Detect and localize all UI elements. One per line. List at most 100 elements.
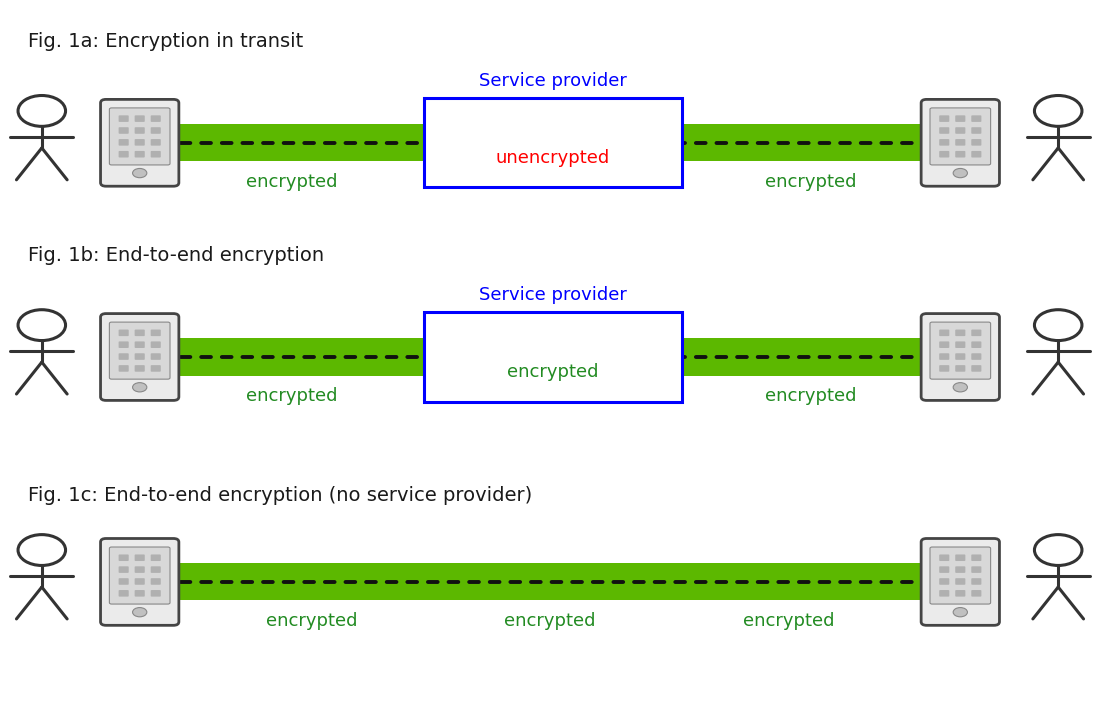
- FancyBboxPatch shape: [134, 151, 145, 158]
- FancyBboxPatch shape: [134, 139, 145, 146]
- FancyBboxPatch shape: [100, 99, 179, 186]
- FancyBboxPatch shape: [971, 151, 981, 158]
- FancyBboxPatch shape: [930, 547, 991, 604]
- FancyBboxPatch shape: [955, 330, 966, 336]
- FancyBboxPatch shape: [119, 116, 129, 122]
- FancyBboxPatch shape: [939, 353, 949, 360]
- FancyBboxPatch shape: [939, 365, 949, 372]
- Text: encrypted: encrypted: [766, 173, 857, 191]
- FancyBboxPatch shape: [119, 330, 129, 336]
- FancyBboxPatch shape: [119, 365, 129, 372]
- FancyBboxPatch shape: [955, 116, 966, 122]
- FancyBboxPatch shape: [971, 127, 981, 134]
- FancyBboxPatch shape: [151, 127, 161, 134]
- FancyBboxPatch shape: [134, 127, 145, 134]
- FancyBboxPatch shape: [955, 151, 966, 158]
- FancyBboxPatch shape: [119, 139, 129, 146]
- FancyBboxPatch shape: [955, 139, 966, 146]
- FancyBboxPatch shape: [134, 365, 145, 372]
- FancyBboxPatch shape: [151, 590, 161, 597]
- Circle shape: [954, 608, 967, 617]
- FancyBboxPatch shape: [119, 341, 129, 348]
- FancyBboxPatch shape: [151, 578, 161, 585]
- FancyBboxPatch shape: [921, 313, 1000, 401]
- FancyBboxPatch shape: [151, 330, 161, 336]
- FancyBboxPatch shape: [134, 555, 145, 561]
- Bar: [682, 124, 940, 161]
- Bar: [160, 338, 940, 376]
- Text: encrypted: encrypted: [742, 612, 835, 630]
- FancyBboxPatch shape: [921, 99, 1000, 186]
- Text: Service provider: Service provider: [478, 71, 627, 89]
- FancyBboxPatch shape: [119, 590, 129, 597]
- FancyBboxPatch shape: [930, 108, 991, 165]
- FancyBboxPatch shape: [971, 365, 981, 372]
- FancyBboxPatch shape: [955, 365, 966, 372]
- FancyBboxPatch shape: [955, 590, 966, 597]
- Text: Fig. 1b: End-to-end encryption: Fig. 1b: End-to-end encryption: [28, 246, 323, 266]
- FancyBboxPatch shape: [151, 116, 161, 122]
- FancyBboxPatch shape: [939, 116, 949, 122]
- FancyBboxPatch shape: [151, 555, 161, 561]
- FancyBboxPatch shape: [119, 151, 129, 158]
- FancyBboxPatch shape: [100, 313, 179, 401]
- FancyBboxPatch shape: [119, 578, 129, 585]
- FancyBboxPatch shape: [939, 341, 949, 348]
- Circle shape: [133, 608, 146, 617]
- FancyBboxPatch shape: [971, 353, 981, 360]
- Text: encrypted: encrypted: [766, 387, 857, 405]
- Bar: [160, 124, 424, 161]
- FancyBboxPatch shape: [119, 566, 129, 573]
- FancyBboxPatch shape: [971, 116, 981, 122]
- FancyBboxPatch shape: [955, 578, 966, 585]
- Bar: [160, 563, 940, 600]
- FancyBboxPatch shape: [955, 341, 966, 348]
- FancyBboxPatch shape: [939, 590, 949, 597]
- FancyBboxPatch shape: [100, 538, 179, 625]
- FancyBboxPatch shape: [930, 322, 991, 379]
- FancyBboxPatch shape: [939, 127, 949, 134]
- FancyBboxPatch shape: [151, 139, 161, 146]
- FancyBboxPatch shape: [119, 127, 129, 134]
- Text: encrypted: encrypted: [507, 363, 598, 381]
- FancyBboxPatch shape: [955, 555, 966, 561]
- FancyBboxPatch shape: [939, 151, 949, 158]
- Circle shape: [133, 169, 146, 178]
- Text: encrypted: encrypted: [504, 612, 596, 630]
- Bar: [424, 98, 682, 187]
- Circle shape: [954, 383, 967, 392]
- FancyBboxPatch shape: [971, 139, 981, 146]
- FancyBboxPatch shape: [921, 538, 1000, 625]
- FancyBboxPatch shape: [109, 547, 170, 604]
- Text: encrypted: encrypted: [245, 173, 338, 191]
- FancyBboxPatch shape: [939, 330, 949, 336]
- Bar: [424, 313, 682, 401]
- FancyBboxPatch shape: [971, 578, 981, 585]
- Text: Service provider: Service provider: [478, 286, 627, 304]
- FancyBboxPatch shape: [955, 566, 966, 573]
- FancyBboxPatch shape: [134, 341, 145, 348]
- FancyBboxPatch shape: [939, 139, 949, 146]
- FancyBboxPatch shape: [134, 578, 145, 585]
- Circle shape: [133, 383, 146, 392]
- FancyBboxPatch shape: [971, 341, 981, 348]
- Text: encrypted: encrypted: [245, 387, 338, 405]
- FancyBboxPatch shape: [955, 353, 966, 360]
- FancyBboxPatch shape: [134, 590, 145, 597]
- FancyBboxPatch shape: [151, 353, 161, 360]
- FancyBboxPatch shape: [151, 341, 161, 348]
- FancyBboxPatch shape: [971, 590, 981, 597]
- FancyBboxPatch shape: [134, 353, 145, 360]
- FancyBboxPatch shape: [939, 555, 949, 561]
- FancyBboxPatch shape: [134, 116, 145, 122]
- FancyBboxPatch shape: [134, 566, 145, 573]
- FancyBboxPatch shape: [971, 566, 981, 573]
- FancyBboxPatch shape: [134, 330, 145, 336]
- FancyBboxPatch shape: [971, 555, 981, 561]
- FancyBboxPatch shape: [151, 566, 161, 573]
- FancyBboxPatch shape: [955, 127, 966, 134]
- FancyBboxPatch shape: [151, 365, 161, 372]
- Circle shape: [954, 169, 967, 178]
- Text: Fig. 1c: End-to-end encryption (no service provider): Fig. 1c: End-to-end encryption (no servi…: [28, 486, 531, 505]
- FancyBboxPatch shape: [109, 108, 170, 165]
